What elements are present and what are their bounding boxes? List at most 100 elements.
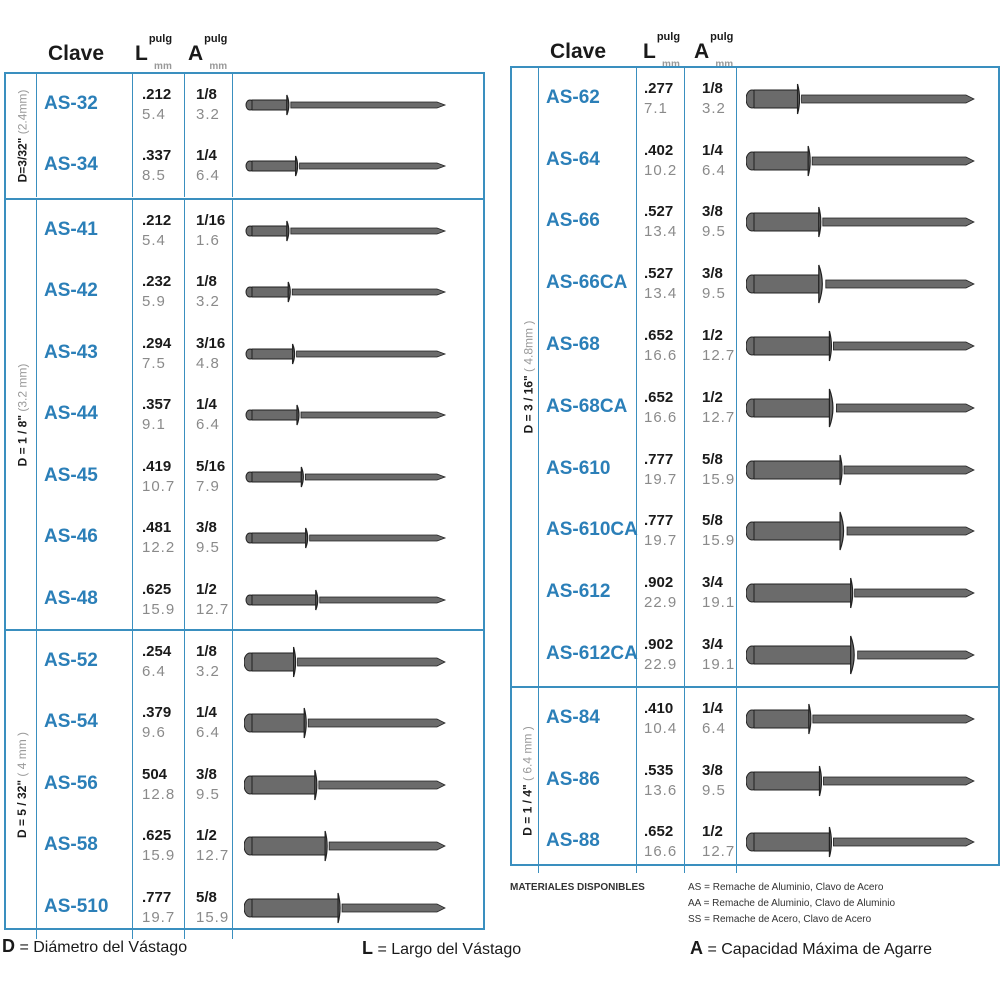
grip-inches: 3/4 <box>702 636 723 654</box>
rivet-body <box>251 225 288 237</box>
rivet-body <box>251 99 288 111</box>
legend-diameter: D = Diámetro del Vástago <box>2 936 187 957</box>
grip-mm: 3.2 <box>196 662 220 680</box>
rivet-row: AS-610 .777 19.7 5/8 15.9 <box>512 439 998 501</box>
length-mm: 9.1 <box>142 416 166 434</box>
length-value: .294 7.5 <box>142 334 171 374</box>
rivet-drawing <box>745 454 975 485</box>
rivet-illustration <box>745 139 978 188</box>
rivet-illustration <box>243 640 449 689</box>
rivet-row: AS-66.527 13.4 3/8 9.5 <box>512 192 998 254</box>
rivet-row: AS-612 .902 22.9 3/4 19.1 <box>512 562 998 624</box>
rivet-drawing <box>745 635 975 675</box>
length-value: .535 13.6 <box>644 761 677 801</box>
length-value: .902 22.9 <box>644 573 677 613</box>
rivet-body <box>251 594 317 606</box>
length-inches: .652 <box>644 388 674 406</box>
length-mm: 5.9 <box>142 293 166 311</box>
rivet-mandrel <box>833 341 975 351</box>
rivet-body <box>753 521 841 541</box>
rivet-drawing <box>745 827 975 858</box>
materials-item-as: AS = Remache de Aluminio, Clavo de Acero <box>688 882 884 893</box>
length-inches: .277 <box>644 79 674 97</box>
rivet-illustration <box>244 83 449 132</box>
grip-inches: 5/16 <box>196 457 226 475</box>
length-value: .212 5.4 <box>142 211 171 251</box>
legend-l-text: = Largo del Vástago <box>377 941 522 958</box>
grip-value: 3/8 9.5 <box>196 518 220 558</box>
rivet-body <box>251 348 294 360</box>
rivet-illustration <box>745 200 978 249</box>
rivet-code: AS-88 <box>546 830 600 852</box>
rivet-illustration <box>244 270 449 319</box>
rivet-code: AS-66CA <box>546 272 628 294</box>
rivet-row: AS-84.410 10.4 1/4 6.4 <box>512 688 998 750</box>
rivet-drawing <box>745 207 975 238</box>
rivet-flange <box>818 207 822 238</box>
rivet-illustration <box>745 324 978 373</box>
length-inches: .419 <box>142 457 172 475</box>
rivet-row: AS-68 .652 16.6 1/2 12.7 <box>512 315 998 377</box>
length-inches: .402 <box>644 141 674 159</box>
rivet-body <box>251 160 297 172</box>
diameter-group: D=3/32" (2.4mm) AS-32.212 5.4 1/8 3.2 AS-34.3… <box>6 74 483 197</box>
grip-value: 1/8 3.2 <box>196 642 220 682</box>
rivet-flange <box>808 703 812 735</box>
rivet-mandrel <box>290 227 447 235</box>
column-divider <box>232 74 233 197</box>
rivet-row: AS-34.337 8.5 1/4 6.4 <box>6 136 483 198</box>
grip-value: 3/4 19.1 <box>702 635 735 675</box>
grip-mm: 15.9 <box>196 908 230 926</box>
legend-d-key: D <box>2 936 15 956</box>
length-value: .652 16.6 <box>644 388 677 428</box>
length-mm: 22.9 <box>644 656 678 674</box>
rivet-body <box>251 471 302 483</box>
rivet-row: AS-86.535 13.6 3/8 9.5 <box>512 750 998 812</box>
rivet-flange <box>337 892 341 923</box>
length-inches: .777 <box>142 888 172 906</box>
rivet-mandrel <box>296 350 447 358</box>
rivet-drawing <box>745 265 975 304</box>
grip-value: 1/8 3.2 <box>196 85 220 125</box>
grip-mm: 4.8 <box>196 354 220 372</box>
length-inches: .535 <box>644 761 674 779</box>
length-mm: 9.6 <box>142 724 166 742</box>
rivet-drawing <box>245 528 447 549</box>
grip-inches: 1/8 <box>196 642 217 660</box>
length-mm: 7.5 <box>142 354 166 372</box>
length-inches: .212 <box>142 211 172 229</box>
rivet-flange <box>296 405 300 426</box>
legend-a-text: = Capacidad Máxima de Agarre <box>707 941 933 958</box>
rivet-illustration <box>244 516 449 565</box>
grip-mm: 15.9 <box>702 532 736 550</box>
rivet-flange <box>314 769 318 800</box>
rivet-row: AS-44.357 9.1 1/4 6.4 <box>6 385 483 447</box>
rivet-illustration <box>243 763 449 812</box>
grip-mm: 6.4 <box>702 719 726 737</box>
rivet-flange <box>324 831 328 862</box>
grip-mm: 3.2 <box>196 105 220 123</box>
rivet-body <box>753 336 830 356</box>
rivet-code: AS-68CA <box>546 395 628 417</box>
rivet-code: AS-612 <box>546 581 611 603</box>
length-inches: .294 <box>142 334 172 352</box>
length-value: .337 8.5 <box>142 146 171 186</box>
grip-value: 5/8 15.9 <box>702 450 735 490</box>
rivet-flange <box>839 454 843 485</box>
rivet-body <box>251 713 305 733</box>
rivet-body <box>753 460 841 480</box>
rivet-mandrel <box>836 403 975 413</box>
length-value: .232 5.9 <box>142 272 171 312</box>
rivet-illustration <box>745 697 978 746</box>
rivet-code: AS-52 <box>44 649 98 671</box>
grip-value: 1/4 6.4 <box>196 703 220 743</box>
length-value: 504 12.8 <box>142 765 175 805</box>
header-a-mm: mm <box>209 61 228 73</box>
rivet-code: AS-612CA <box>546 643 638 665</box>
rivet-row: AS-612CA .902 22.9 3/4 19.1 <box>512 624 998 686</box>
rivet-drawing <box>243 769 446 800</box>
length-mm: 16.6 <box>644 347 678 365</box>
grip-value: 5/16 7.9 <box>196 457 225 497</box>
rivet-code: AS-41 <box>44 218 98 240</box>
rivet-flange <box>292 646 297 677</box>
